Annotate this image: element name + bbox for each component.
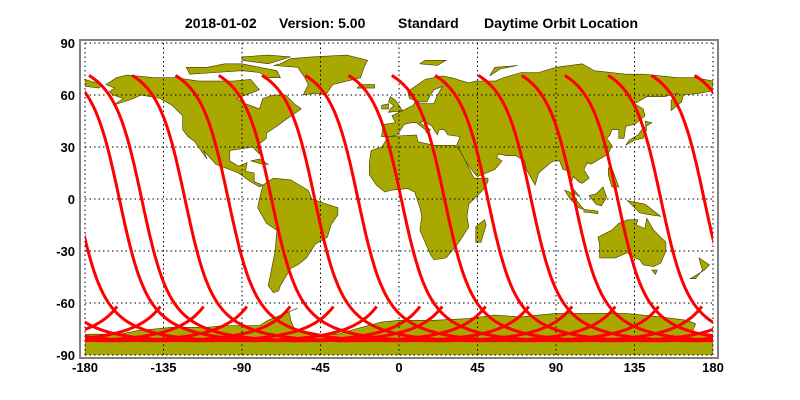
y-tick-label: 60 xyxy=(61,88,75,103)
landmass-tasmania xyxy=(651,269,658,275)
landmass-borneo xyxy=(588,186,607,207)
y-tick-label: 30 xyxy=(61,140,75,155)
y-tick-label: 0 xyxy=(68,192,75,207)
y-tick-label: -30 xyxy=(56,244,75,259)
orbit-track-11 xyxy=(520,74,713,342)
title-product: Daytime Orbit Location xyxy=(484,15,639,31)
x-tick-label: -90 xyxy=(233,360,252,375)
orbit-track-12 xyxy=(85,305,292,343)
x-tick-label: 45 xyxy=(470,360,484,375)
title-version: Version: 5.00 xyxy=(279,15,366,31)
x-tick-label: -135 xyxy=(150,360,176,375)
x-axis-ticks: -180 -135 -90 -45 0 45 90 135 180 xyxy=(72,360,724,375)
y-tick-label: -90 xyxy=(56,348,75,363)
orbit-track-5 xyxy=(261,74,617,343)
title-mode: Standard xyxy=(398,15,459,31)
orbit-tracks xyxy=(0,74,800,343)
landmass-north-america xyxy=(105,74,302,188)
orbit-track-7 xyxy=(347,74,704,343)
landmass-madagascar xyxy=(475,219,487,243)
x-tick-label: 180 xyxy=(702,360,724,375)
landmass-new-zealand xyxy=(689,257,710,279)
landmass-japan xyxy=(625,120,653,146)
landmass-great-britain xyxy=(387,96,404,113)
orbit-track-6 xyxy=(0,75,31,340)
y-tick-label: -60 xyxy=(56,296,75,311)
title-date: 2018-01-02 xyxy=(185,15,257,31)
orbit-track-12 xyxy=(563,74,713,338)
orbit-track-1 xyxy=(717,75,800,340)
x-tick-label: -45 xyxy=(311,360,330,375)
landmass-ireland xyxy=(381,103,389,110)
orbit-track-9 xyxy=(434,74,713,343)
orbit-track-4 xyxy=(217,74,574,343)
orbit-track-6 xyxy=(304,74,660,343)
x-tick-label: 0 xyxy=(395,360,402,375)
x-tick-label: 90 xyxy=(549,360,563,375)
landmass-novaya-zemlya xyxy=(489,65,518,77)
x-tick-label: 135 xyxy=(624,360,646,375)
landmass-africa xyxy=(369,134,489,261)
orbit-track-14 xyxy=(650,74,713,246)
orbit-track-8 xyxy=(390,74,713,343)
orbit-track-13 xyxy=(607,74,713,324)
landmass-svalbard xyxy=(419,60,448,66)
y-axis-ticks: 90 60 30 0 -30 -60 -90 xyxy=(56,36,75,363)
orbit-track-10 xyxy=(477,74,713,343)
orbit-track-14 xyxy=(85,232,378,343)
landmass-new-guinea xyxy=(626,200,662,217)
orbit-track-15 xyxy=(85,89,422,343)
x-tick-label: -180 xyxy=(72,360,98,375)
y-tick-label: 90 xyxy=(61,36,75,51)
orbit-track-13 xyxy=(85,305,335,343)
landmass-java xyxy=(583,209,599,215)
orbit-track-2 xyxy=(760,75,800,340)
